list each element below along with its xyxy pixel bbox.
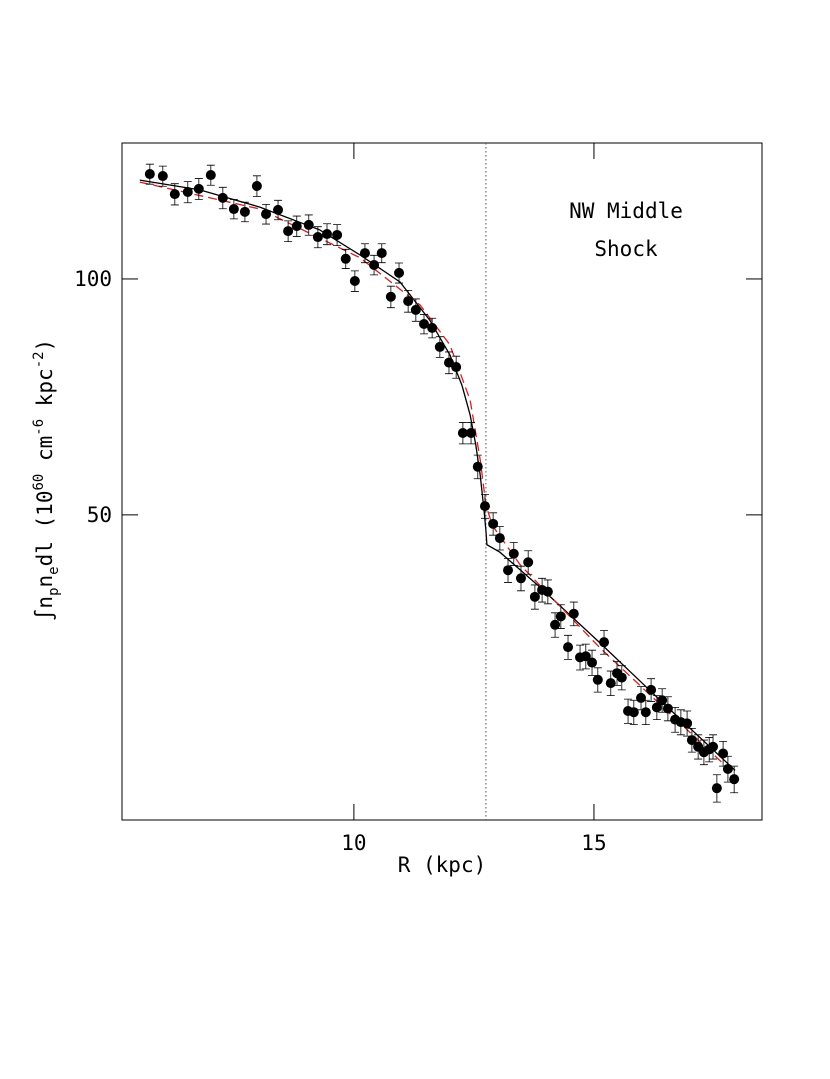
data-point [205,170,216,181]
data-point [403,296,414,307]
data-point [443,357,454,368]
data-point [515,573,526,584]
data-point [322,229,333,240]
data-point [239,206,250,217]
data-point [251,181,262,192]
data-point [599,637,610,648]
data-point [488,518,499,529]
y-label-part: dl (10 [33,491,57,567]
data-point [718,748,729,759]
data-point [657,695,668,706]
data-point [418,319,429,330]
data-point [708,741,719,752]
data-point [729,774,740,785]
data-point [628,707,639,718]
data-point [283,226,294,237]
data-point [385,291,396,302]
data-point [359,248,370,259]
data-point [434,341,445,352]
data-point [144,169,155,180]
data-point [568,608,579,619]
plot-frame [121,142,763,821]
data-point [182,187,193,198]
data-point [580,651,591,662]
data-point [157,171,168,182]
data-point [682,718,693,729]
data-point [686,735,697,746]
y-label-part: -6 [31,419,47,436]
data-point [550,619,561,630]
y-label-part: -2 [31,351,47,368]
annotation: NW Middle [569,199,683,223]
data-point [466,427,477,438]
data-point [662,703,673,714]
y-tick-label: 100 [74,267,112,291]
data-point [636,692,647,703]
data-point [193,183,204,194]
data-point [640,707,651,718]
data-point [555,611,566,622]
data-point [722,763,733,774]
data-point [349,276,360,287]
data-point [523,557,534,568]
data-point [592,674,603,685]
y-label-part: 60 [31,474,47,491]
data-point [605,678,616,689]
data-point [228,204,239,215]
y-label-part: e [46,566,62,574]
data-point [303,219,314,230]
data-point [529,591,540,602]
data-point [427,322,438,333]
y-label-part: ) [33,339,57,352]
data-point [711,783,722,794]
data-point [616,672,627,683]
data-point [332,229,343,240]
data-point [494,533,505,544]
y-label-part: n [33,575,57,588]
data-point [646,684,657,695]
data-point [273,204,284,215]
x-tick-label: 15 [581,831,606,855]
data-point [503,565,514,576]
y-label-part: cm [33,436,57,474]
data-point [479,501,490,512]
data-point [340,253,351,264]
data-point [587,657,598,668]
y-label-part: ∫n [33,596,57,621]
data-point [457,427,468,438]
data-point [312,232,323,243]
data-point [651,702,662,713]
y-label-part: p [46,587,62,595]
data-point [261,209,272,220]
data-point [217,192,228,203]
annotation: Shock [594,237,658,261]
data-point [508,548,519,559]
x-axis-label: R (kpc) [398,853,487,877]
data-point [542,586,553,597]
x-tick-label: 10 [341,831,366,855]
y-label-part: kpc [33,368,57,419]
y-axis-label: ∫npnedl (1060 cm-6 kpc-2) [31,339,62,621]
data-point [291,221,302,232]
data-point [376,248,387,259]
model-line [139,179,736,771]
data-point [369,259,380,270]
data-point [472,461,483,472]
data-point [563,642,574,653]
data-point [410,304,421,315]
data-point [394,267,405,278]
y-tick-label: 50 [87,503,112,527]
data-point [451,362,462,373]
data-point [169,189,180,200]
